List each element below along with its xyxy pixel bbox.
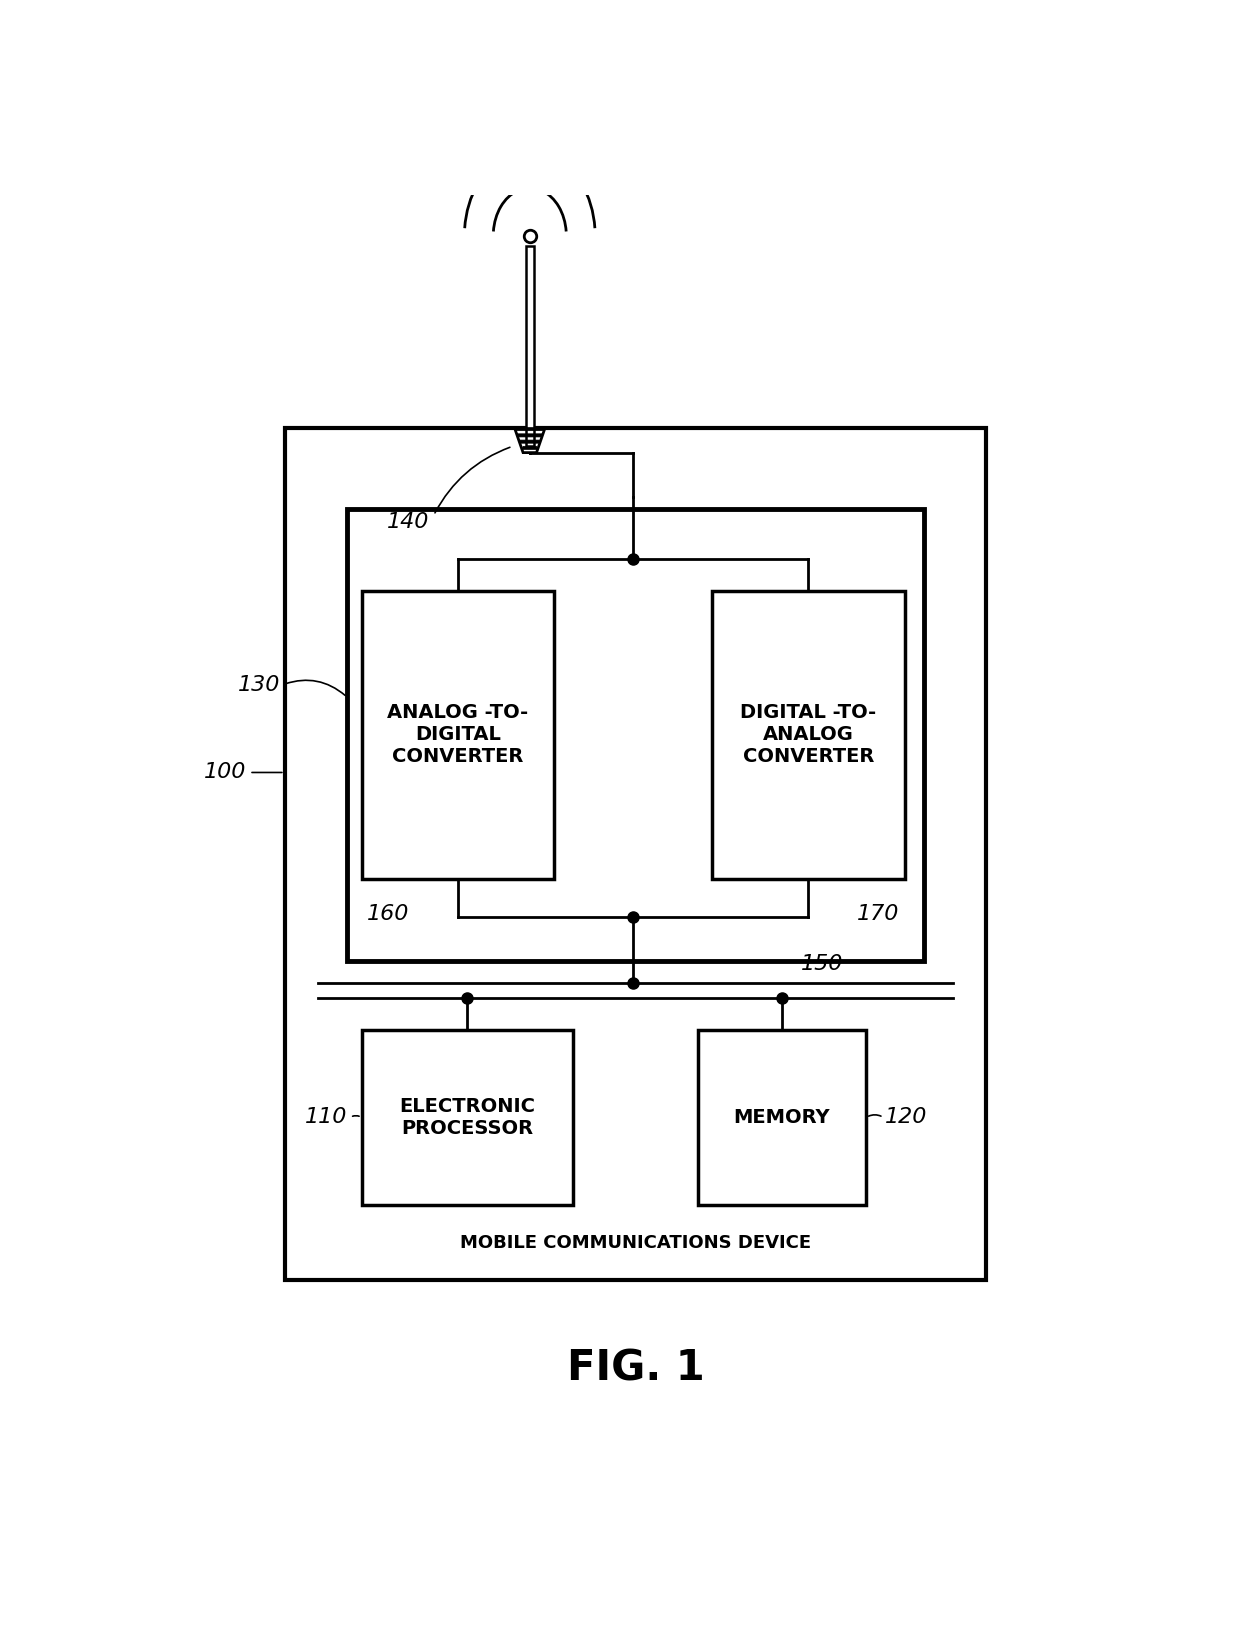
Bar (698, 1030, 866, 1205)
Text: 170: 170 (857, 904, 900, 924)
Bar (362, 591, 554, 880)
Text: MOBILE COMMUNICATIONS DEVICE: MOBILE COMMUNICATIONS DEVICE (460, 1233, 811, 1251)
Text: MEMORY: MEMORY (734, 1108, 831, 1127)
Text: ELECTRONIC
PROCESSOR: ELECTRONIC PROCESSOR (399, 1096, 536, 1139)
Text: 130: 130 (238, 674, 280, 694)
Text: 110: 110 (305, 1108, 347, 1127)
Polygon shape (522, 446, 538, 450)
Text: 140: 140 (387, 512, 429, 531)
Text: 100: 100 (203, 762, 247, 782)
Text: 120: 120 (885, 1108, 928, 1127)
Bar (526, 246, 533, 446)
Bar (347, 510, 924, 961)
Text: FIG. 1: FIG. 1 (567, 1347, 704, 1390)
Bar (712, 591, 905, 880)
Bar (285, 427, 986, 1280)
Text: DIGITAL -TO-
ANALOG
CONVERTER: DIGITAL -TO- ANALOG CONVERTER (740, 704, 877, 766)
Polygon shape (515, 427, 546, 453)
Text: 160: 160 (367, 904, 409, 924)
Text: 150: 150 (801, 955, 843, 974)
Text: ANALOG -TO-
DIGITAL
CONVERTER: ANALOG -TO- DIGITAL CONVERTER (387, 704, 528, 766)
Polygon shape (517, 433, 542, 437)
Bar (362, 1030, 573, 1205)
Polygon shape (515, 427, 546, 430)
Polygon shape (520, 440, 539, 443)
